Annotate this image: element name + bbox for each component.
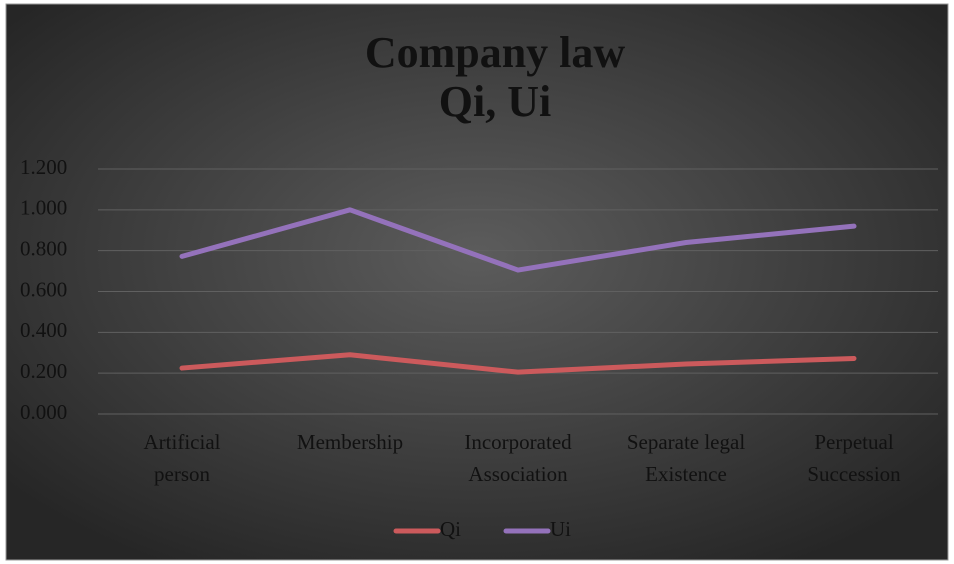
series-line	[179, 352, 857, 375]
legend-label: Qi	[440, 517, 461, 541]
x-tick-label: Membership	[297, 430, 403, 454]
y-tick-label: 1.000	[20, 196, 67, 220]
legend-label: Ui	[550, 517, 571, 541]
y-tick-label: 0.000	[20, 400, 67, 424]
x-tick-label: Perpetual Succession	[807, 430, 901, 486]
chart-subtitle: Qi, Ui	[439, 77, 551, 126]
y-tick-label: 0.200	[20, 359, 67, 383]
x-tick-label: Separate legal Existence	[627, 430, 746, 486]
y-tick-label: 0.800	[20, 236, 67, 260]
series-line	[179, 207, 857, 273]
x-tick-label: Incorporated Association	[464, 430, 572, 486]
chart-title: Company law	[365, 28, 626, 77]
y-tick-label: 0.400	[20, 318, 67, 342]
y-tick-label: 0.600	[20, 277, 67, 301]
y-tick-label: 1.200	[20, 155, 67, 179]
chart-background	[5, 3, 949, 561]
x-tick-label: Artificial person	[144, 430, 221, 486]
